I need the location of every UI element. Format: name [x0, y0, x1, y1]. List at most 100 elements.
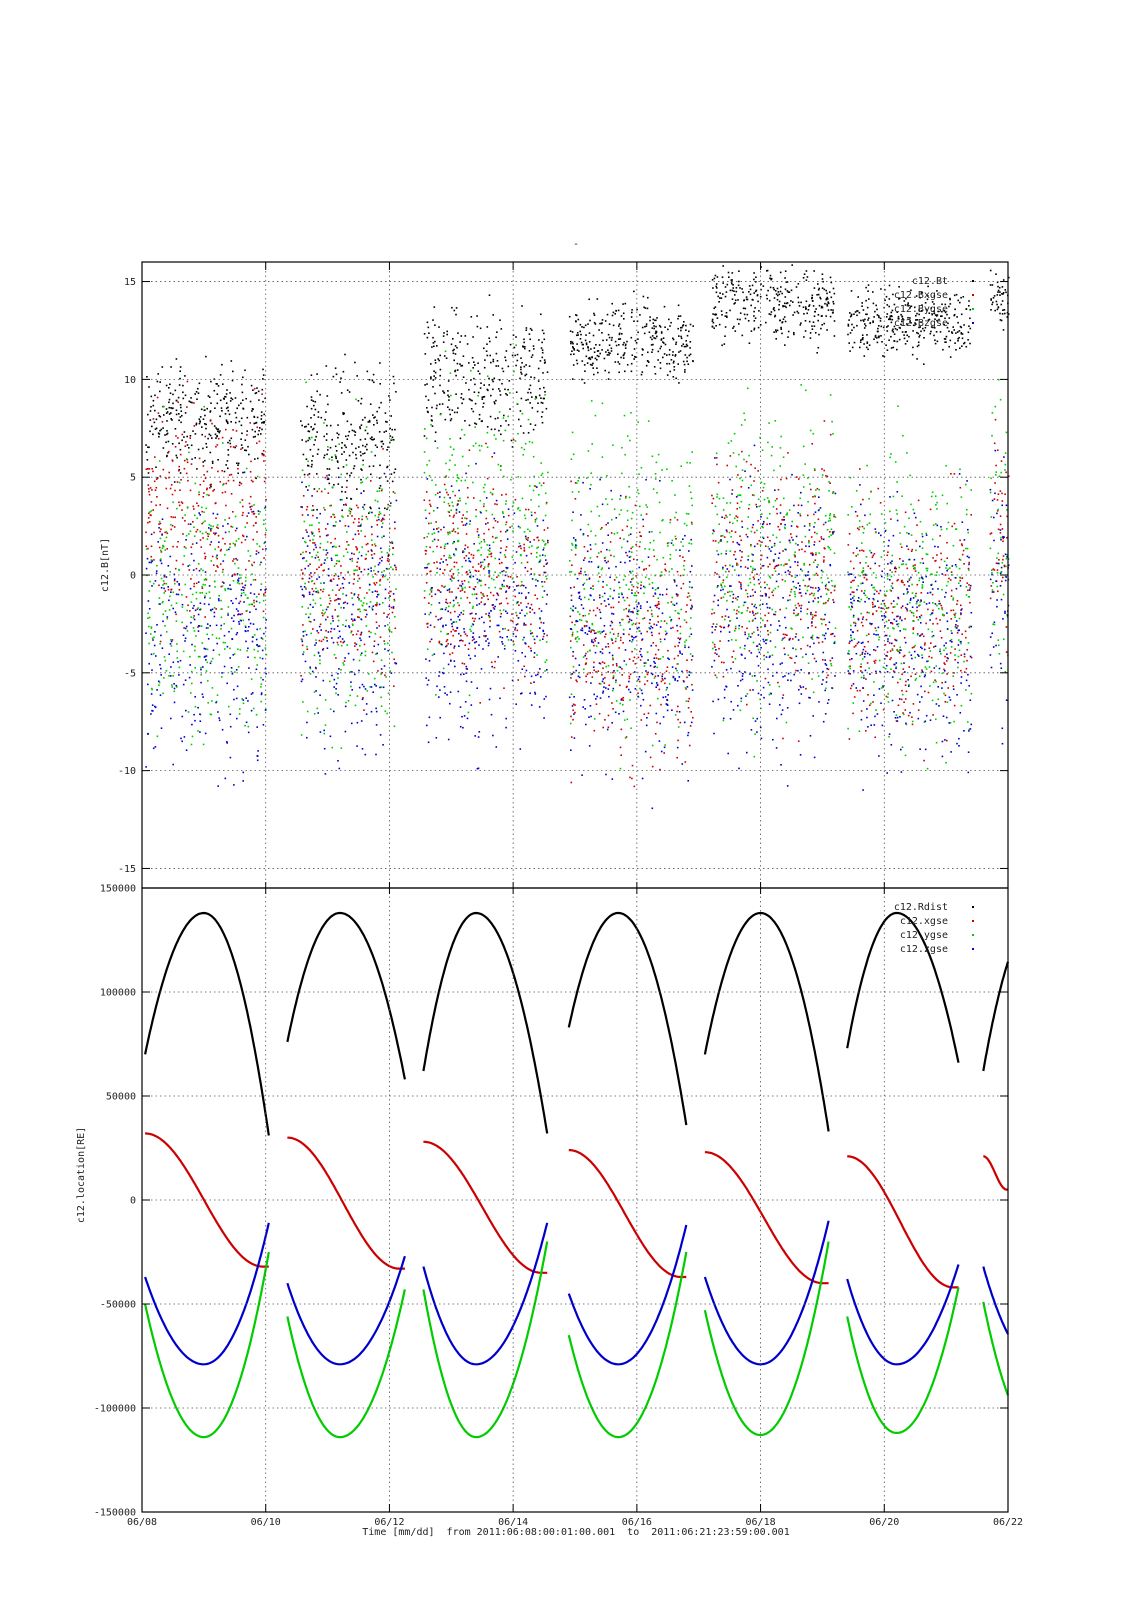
data-point: [830, 309, 832, 311]
data-point: [758, 310, 760, 312]
data-point: [721, 314, 723, 316]
data-point: [244, 724, 246, 727]
data-point: [300, 420, 302, 422]
data-point: [687, 592, 690, 594]
data-point: [906, 567, 909, 570]
data-point: [436, 345, 438, 347]
data-point: [597, 371, 599, 374]
data-point: [690, 543, 693, 545]
data-point: [734, 550, 736, 553]
data-point: [435, 615, 437, 618]
data-point: [315, 667, 317, 670]
data-point: [646, 651, 649, 653]
data-point: [961, 544, 963, 547]
data-point: [202, 496, 205, 498]
data-point: [192, 617, 195, 619]
data-point: [178, 384, 181, 386]
data-point: [544, 670, 546, 672]
data-point: [264, 533, 267, 536]
data-point: [262, 400, 264, 403]
data-point: [166, 430, 168, 432]
data-point: [355, 546, 357, 548]
data-point: [777, 291, 780, 293]
data-point: [461, 662, 464, 665]
data-point: [373, 381, 375, 384]
data-point: [618, 371, 620, 374]
data-point: [961, 633, 963, 635]
data-point: [514, 440, 517, 442]
data-point: [313, 713, 316, 715]
data-point: [495, 336, 497, 339]
data-point: [645, 504, 647, 506]
data-point: [856, 324, 858, 327]
data-point: [543, 386, 545, 389]
data-point: [363, 508, 365, 510]
data-point: [677, 645, 679, 647]
data-point: [685, 611, 687, 613]
data-point: [451, 591, 453, 593]
data-point: [538, 339, 540, 341]
data-point: [956, 331, 959, 333]
data-point: [856, 515, 859, 517]
data-point: [470, 625, 473, 628]
data-point: [790, 533, 792, 535]
data-point: [520, 366, 522, 368]
data-point: [194, 393, 196, 395]
data-point: [153, 652, 155, 655]
data-point: [387, 555, 389, 557]
data-point: [388, 395, 390, 397]
data-point: [329, 504, 331, 507]
data-point: [856, 314, 858, 317]
data-point: [662, 356, 664, 359]
data-point: [1002, 540, 1004, 543]
data-point: [718, 323, 721, 326]
data-point: [265, 529, 268, 531]
data-point: [890, 518, 892, 520]
data-point: [390, 438, 393, 441]
data-point: [360, 654, 362, 656]
data-point: [571, 635, 574, 637]
data-point: [861, 334, 864, 336]
data-point: [885, 594, 887, 597]
data-point: [452, 605, 455, 608]
data-point: [892, 293, 894, 296]
data-point: [614, 640, 617, 643]
data-point: [361, 515, 364, 518]
data-point: [543, 338, 546, 341]
data-point: [796, 310, 799, 313]
data-point: [510, 439, 513, 442]
data-point: [630, 336, 633, 339]
data-point: [992, 297, 995, 299]
data-point: [389, 595, 391, 597]
data-point: [329, 600, 332, 602]
data-point: [732, 284, 734, 286]
data-point: [186, 609, 188, 612]
data-point: [491, 456, 493, 458]
data-point: [963, 563, 965, 565]
data-point: [169, 383, 171, 386]
data-point: [653, 666, 655, 668]
data-point: [504, 356, 506, 359]
data-point: [570, 673, 572, 676]
data-point: [217, 430, 219, 433]
data-point: [814, 310, 816, 313]
data-point: [198, 418, 201, 420]
data-point: [896, 348, 898, 351]
data-point: [587, 349, 590, 352]
data-point: [260, 411, 263, 413]
data-point: [894, 570, 897, 573]
data-point: [200, 408, 203, 411]
data-point: [674, 354, 677, 356]
data-point: [750, 463, 752, 466]
data-point: [963, 342, 965, 345]
data-point: [546, 527, 549, 529]
data-point: [733, 554, 735, 556]
data-point: [305, 440, 307, 443]
data-point: [627, 519, 629, 521]
data-point: [571, 519, 573, 522]
data-point: [205, 592, 208, 595]
data-point: [874, 334, 877, 337]
data-point: [254, 458, 256, 460]
data-point: [751, 632, 754, 635]
data-point: [261, 453, 264, 456]
